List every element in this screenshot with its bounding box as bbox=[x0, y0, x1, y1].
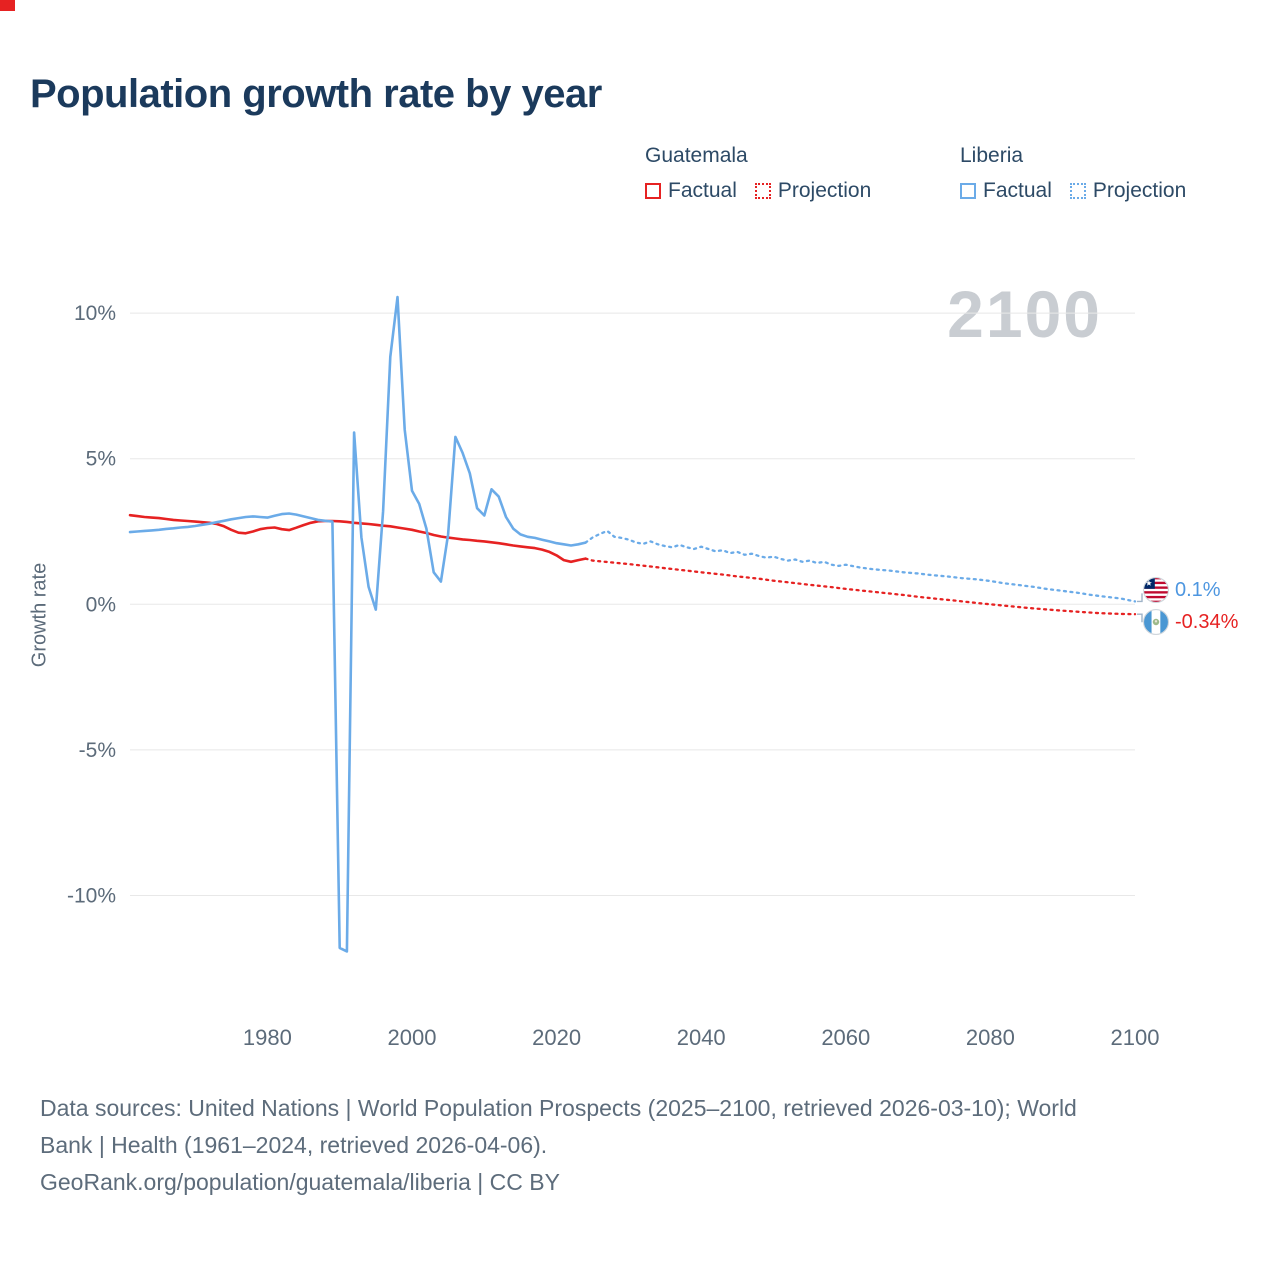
y-tick-label: -10% bbox=[67, 885, 116, 908]
y-tick-label: 10% bbox=[74, 302, 116, 325]
x-tick-label: 2080 bbox=[966, 1025, 1015, 1050]
y-tick-label: -5% bbox=[79, 739, 116, 762]
end-label-liberia: 0.1% bbox=[1143, 577, 1221, 603]
legend-item-liberia-projection[interactable]: Projection bbox=[1069, 179, 1187, 203]
watermark-year: 2100 bbox=[947, 277, 1102, 351]
end-value-guatemala: -0.34% bbox=[1175, 610, 1239, 633]
legend-item-liberia-factual[interactable]: Factual bbox=[960, 179, 1052, 203]
x-tick-label: 2060 bbox=[821, 1025, 870, 1050]
legend-label-liberia-factual: Factual bbox=[983, 179, 1052, 202]
x-tick-label: 2100 bbox=[1111, 1025, 1160, 1050]
legend-group-guatemala: Guatemala Factual Projection bbox=[645, 144, 871, 203]
series-guatemala-projection bbox=[584, 557, 1137, 616]
end-label-guatemala: -0.34% bbox=[1143, 609, 1238, 635]
x-tick-label: 1980 bbox=[243, 1025, 292, 1050]
legend-country-guatemala: Guatemala bbox=[645, 144, 748, 167]
y-tick-label: 5% bbox=[86, 448, 116, 471]
y-tick-label: 0% bbox=[86, 593, 116, 616]
data-sources-line2: Bank | Health (1961–2024, retrieved 2026… bbox=[40, 1132, 548, 1158]
legend-item-guatemala-factual[interactable]: Factual bbox=[645, 179, 737, 203]
series-liberia-factual bbox=[128, 295, 587, 953]
liberia-projection-swatch-icon bbox=[1069, 183, 1086, 199]
legend-label-liberia-projection: Projection bbox=[1092, 179, 1187, 202]
legend-item-guatemala-projection[interactable]: Projection bbox=[754, 179, 872, 203]
legend-group-liberia: Liberia Factual Projection bbox=[960, 144, 1186, 203]
legend-country-liberia: Liberia bbox=[960, 144, 1024, 167]
connector-liberia bbox=[1137, 593, 1143, 603]
liberia-factual-swatch-icon bbox=[960, 183, 976, 199]
guatemala-flag-icon bbox=[1143, 609, 1169, 635]
guatemala-factual-swatch-icon bbox=[645, 183, 661, 199]
liberia-flag-icon bbox=[1143, 577, 1169, 603]
legend-label-guatemala-factual: Factual bbox=[668, 179, 737, 202]
guatemala-projection-swatch-icon bbox=[754, 183, 771, 199]
connector-guatemala bbox=[1137, 613, 1143, 623]
series-liberia-projection bbox=[584, 529, 1137, 603]
x-tick-label: 2000 bbox=[388, 1025, 437, 1050]
corner-marker bbox=[0, 0, 15, 11]
x-tick-label: 2040 bbox=[677, 1025, 726, 1050]
legend-label-guatemala-projection: Projection bbox=[777, 179, 872, 202]
end-value-liberia: 0.1% bbox=[1175, 578, 1221, 601]
data-sources-link[interactable]: GeoRank.org/population/guatemala/liberia… bbox=[40, 1169, 560, 1195]
series-guatemala-factual bbox=[128, 513, 587, 564]
data-sources-line1: Data sources: United Nations | World Pop… bbox=[40, 1095, 1077, 1121]
x-tick-label: 2020 bbox=[532, 1025, 581, 1050]
data-sources: Data sources: United Nations | World Pop… bbox=[40, 1090, 1220, 1201]
page-title: Population growth rate by year bbox=[30, 72, 602, 116]
